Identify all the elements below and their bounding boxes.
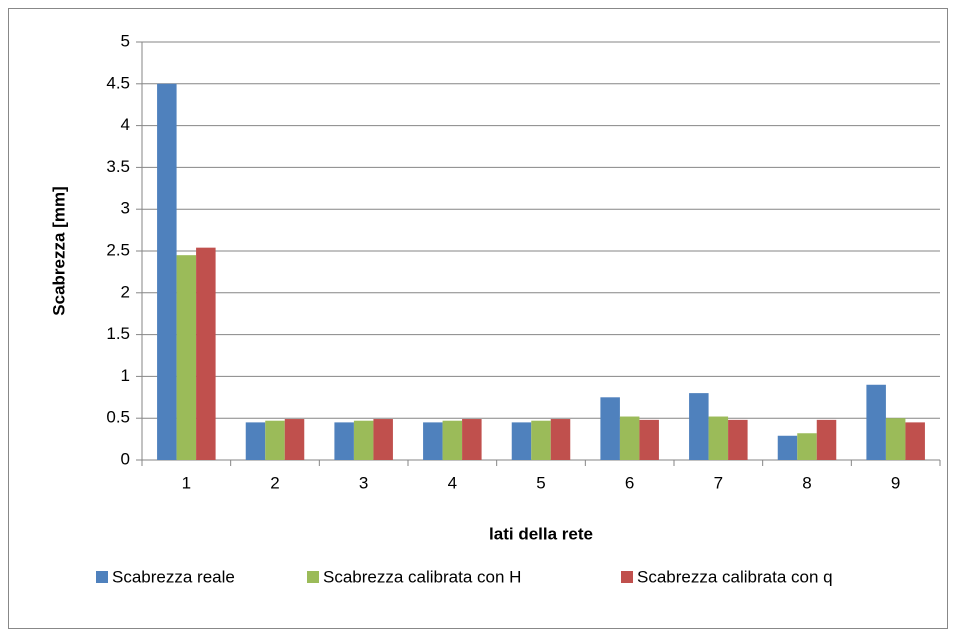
bar bbox=[797, 433, 817, 460]
bar bbox=[639, 419, 659, 460]
y-axis-title: Scabrezza [mm] bbox=[49, 186, 68, 315]
x-tick-label: 9 bbox=[891, 473, 900, 492]
x-tick-label: 4 bbox=[448, 473, 457, 492]
bar bbox=[353, 420, 374, 460]
bar bbox=[905, 422, 925, 460]
y-tick-label: 1 bbox=[121, 366, 130, 385]
x-tick-label: 1 bbox=[182, 473, 191, 492]
legend-swatch bbox=[96, 571, 108, 583]
bar bbox=[196, 247, 216, 460]
bar bbox=[531, 420, 551, 460]
y-tick-label: 0 bbox=[121, 449, 130, 468]
y-tick-label: 1.5 bbox=[106, 324, 130, 343]
bar bbox=[373, 419, 393, 460]
y-tick-label: 0.5 bbox=[106, 408, 130, 427]
bar bbox=[885, 418, 906, 460]
x-tick-label: 8 bbox=[802, 473, 811, 492]
bar bbox=[442, 420, 463, 460]
bar bbox=[157, 83, 177, 461]
x-axis-title: lati della rete bbox=[489, 524, 593, 543]
bar bbox=[176, 255, 197, 460]
bar bbox=[284, 419, 305, 460]
y-tick-label: 3 bbox=[121, 199, 130, 218]
x-tick-label: 5 bbox=[536, 473, 545, 492]
bar bbox=[866, 384, 886, 460]
y-tick-label: 5 bbox=[121, 31, 130, 50]
bar bbox=[777, 435, 798, 460]
bar bbox=[334, 422, 354, 460]
bar bbox=[689, 393, 709, 460]
bar bbox=[708, 416, 729, 460]
legend-swatch bbox=[307, 571, 319, 583]
legend-label: Scabrezza calibrata con q bbox=[637, 567, 833, 586]
bar bbox=[550, 419, 571, 460]
chart-frame bbox=[8, 8, 948, 629]
x-tick-label: 3 bbox=[359, 473, 368, 492]
x-tick-label: 6 bbox=[625, 473, 634, 492]
bar bbox=[462, 419, 482, 460]
y-tick-label: 2 bbox=[121, 282, 130, 301]
legend-swatch bbox=[621, 571, 633, 583]
y-tick-label: 2.5 bbox=[106, 240, 130, 259]
y-tick-label: 3.5 bbox=[106, 157, 130, 176]
y-tick-label: 4 bbox=[121, 115, 130, 134]
bar bbox=[511, 422, 532, 460]
y-tick-label: 4.5 bbox=[106, 73, 130, 92]
legend-label: Scabrezza calibrata con H bbox=[323, 567, 521, 586]
bar bbox=[423, 422, 443, 460]
legend-label: Scabrezza reale bbox=[112, 567, 235, 586]
bar bbox=[619, 416, 640, 460]
x-tick-label: 2 bbox=[270, 473, 279, 492]
bar bbox=[728, 419, 748, 460]
bar bbox=[265, 420, 285, 460]
bar bbox=[600, 397, 620, 460]
bar bbox=[245, 422, 266, 460]
bar bbox=[816, 419, 837, 460]
x-tick-label: 7 bbox=[714, 473, 723, 492]
